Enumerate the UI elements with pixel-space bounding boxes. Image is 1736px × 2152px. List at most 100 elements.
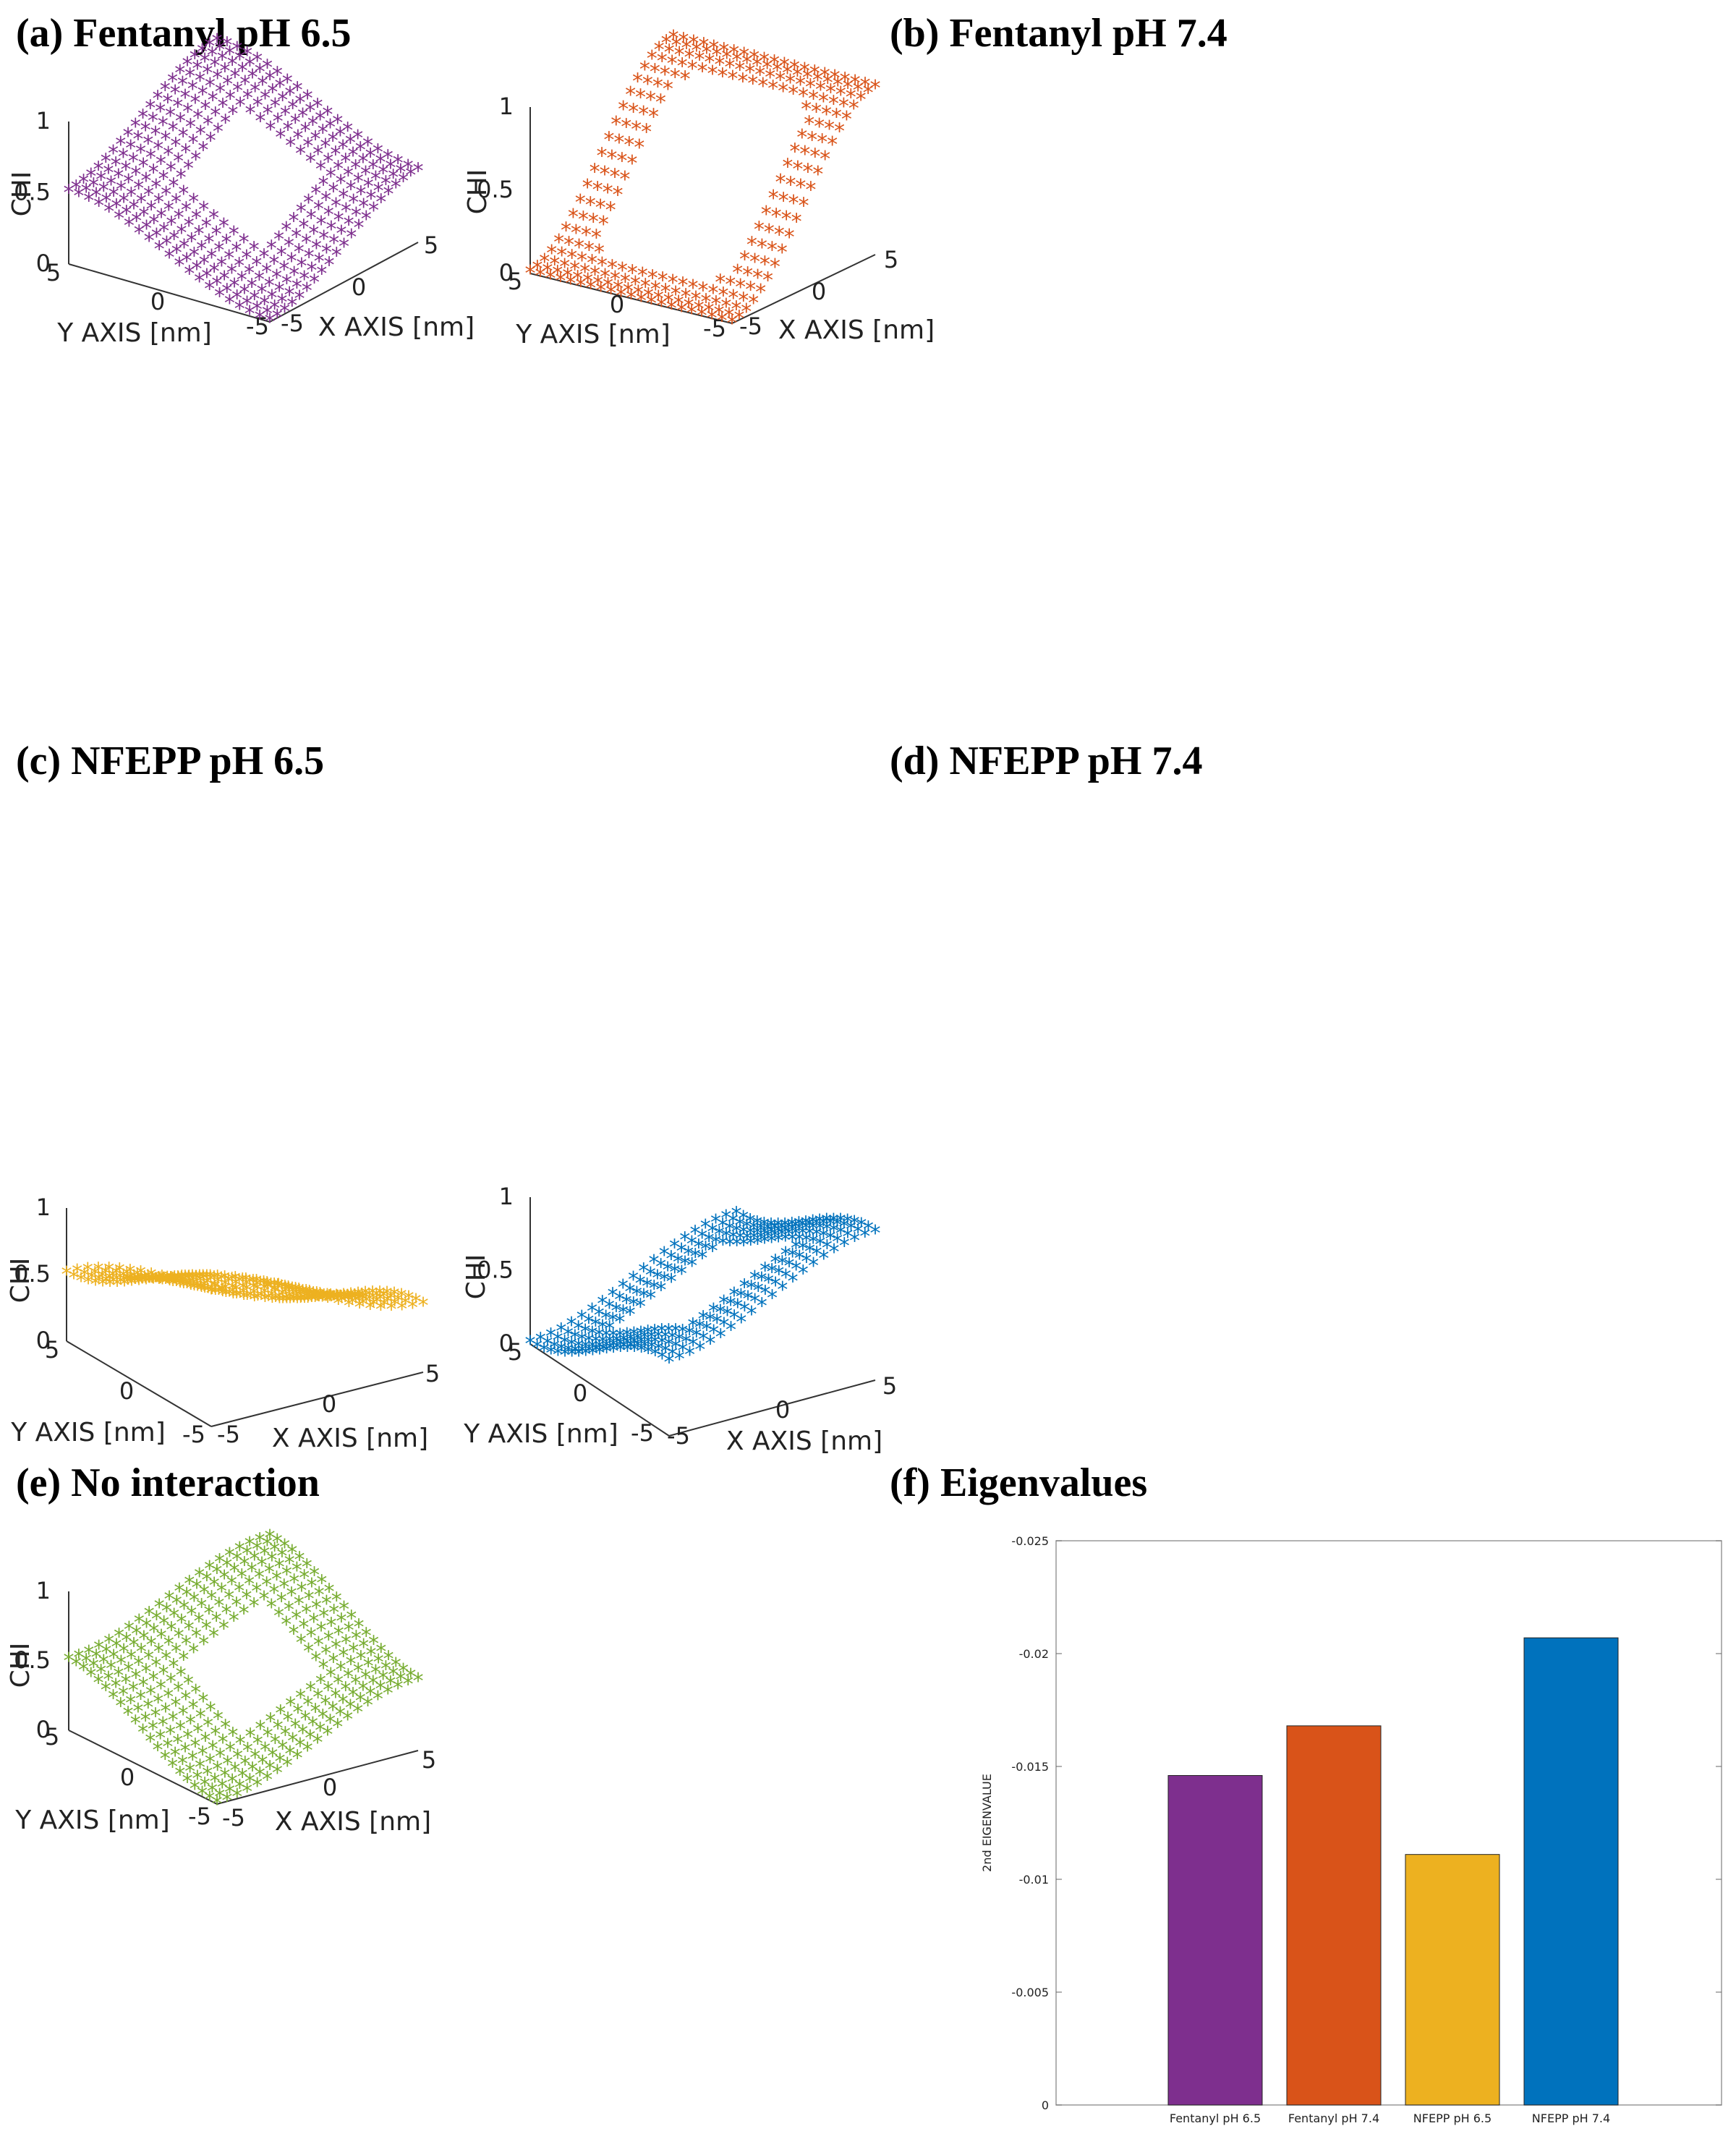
data-point: * <box>659 1340 672 1365</box>
data-point: * <box>354 137 367 163</box>
data-point: * <box>673 1328 686 1353</box>
data-point: * <box>675 299 688 324</box>
data-point: * <box>163 245 176 271</box>
x-tick-label: -5 <box>739 312 762 340</box>
data-point: * <box>114 1271 127 1296</box>
data-point: * <box>203 230 216 255</box>
data-point: * <box>748 46 761 72</box>
x-tick-label: 5 <box>882 1372 897 1400</box>
x-tick-label: 0 <box>812 278 826 305</box>
data-point: * <box>305 206 318 231</box>
x-tick-label: -5 <box>281 310 304 337</box>
data-point: * <box>261 1275 274 1301</box>
y-tick-label: -0.005 <box>1011 1986 1049 1999</box>
data-point: * <box>566 205 579 230</box>
data-point: * <box>605 146 618 171</box>
data-point: * <box>610 112 623 137</box>
data-point: * <box>113 1259 126 1285</box>
data-point: * <box>563 233 576 258</box>
data-point: * <box>315 212 328 237</box>
data-point: * <box>184 1275 197 1300</box>
data-point: * <box>287 1289 300 1314</box>
data-point: * <box>581 175 594 200</box>
data-point: * <box>566 1343 579 1369</box>
data-point: * <box>172 1267 185 1293</box>
data-point: * <box>142 1269 155 1295</box>
data-point: * <box>139 118 152 143</box>
data-point: * <box>211 1266 224 1291</box>
data-point: * <box>633 135 646 161</box>
z-tick-label: 1 <box>36 107 51 135</box>
data-point: * <box>171 1267 184 1292</box>
data-point: * <box>129 163 142 188</box>
data-point: * <box>183 261 196 286</box>
data-point: * <box>327 1287 340 1312</box>
data-point: * <box>624 286 637 312</box>
data-point: * <box>370 1290 383 1316</box>
data-point: * <box>117 1265 130 1290</box>
data-point: * <box>273 1290 286 1315</box>
data-point: * <box>686 276 699 301</box>
data-point: * <box>851 78 864 103</box>
data-point: * <box>110 1262 123 1288</box>
data-point: * <box>576 207 590 232</box>
data-point: * <box>213 38 226 63</box>
data-point: * <box>662 1319 675 1345</box>
data-point: * <box>603 1330 616 1356</box>
data-point: * <box>322 203 335 228</box>
data-point: * <box>391 1289 404 1314</box>
data-point: * <box>341 119 354 144</box>
data-point: * <box>152 137 165 162</box>
data-point: * <box>586 1322 599 1348</box>
y-axis-line <box>68 263 271 323</box>
data-point: * <box>598 265 611 290</box>
data-point: * <box>247 1283 260 1308</box>
data-point: * <box>794 175 807 200</box>
data-point: * <box>166 1269 179 1294</box>
data-point: * <box>241 1286 254 1311</box>
data-point: * <box>713 53 726 78</box>
data-point: * <box>366 1283 379 1308</box>
data-point: * <box>582 237 595 263</box>
data-point: * <box>170 241 183 266</box>
data-point: * <box>590 1330 603 1356</box>
data-point: * <box>208 1277 221 1302</box>
data-point: * <box>252 268 265 293</box>
data-point: * <box>186 1266 199 1291</box>
data-point: * <box>325 217 338 242</box>
data-point: * <box>200 214 213 239</box>
x-axis-line <box>731 254 876 324</box>
data-point: * <box>733 307 746 332</box>
data-point: * <box>644 291 658 316</box>
data-point: * <box>206 88 219 114</box>
data-point: * <box>345 1287 358 1312</box>
panel-c-title: (c) NFEPP pH 6.5 <box>16 739 325 783</box>
data-point: * <box>316 1288 329 1314</box>
data-point: * <box>197 1267 210 1293</box>
data-point: * <box>315 1286 328 1311</box>
data-point: * <box>285 249 298 274</box>
data-point: * <box>201 1272 214 1298</box>
data-point: * <box>607 1324 620 1350</box>
data-point: * <box>320 240 333 265</box>
data-point: * <box>279 1278 292 1303</box>
data-point: * <box>741 263 754 288</box>
data-point: * <box>780 61 793 86</box>
data-point: * <box>179 1268 192 1293</box>
z-tick-label: 0 <box>499 1330 514 1357</box>
data-point: * <box>685 301 698 326</box>
data-point: * <box>103 1259 116 1284</box>
data-point: * <box>216 1283 229 1309</box>
data-point: * <box>638 1335 651 1361</box>
data-point: * <box>646 265 659 291</box>
data-point: * <box>693 48 706 73</box>
data-point: * <box>673 43 686 68</box>
data-point: * <box>342 212 355 237</box>
data-point: * <box>788 56 801 81</box>
data-point: * <box>244 101 257 127</box>
data-point: * <box>174 109 187 134</box>
data-point: * <box>107 1271 120 1296</box>
data-point: * <box>78 1264 91 1289</box>
data-point: * <box>142 132 155 157</box>
